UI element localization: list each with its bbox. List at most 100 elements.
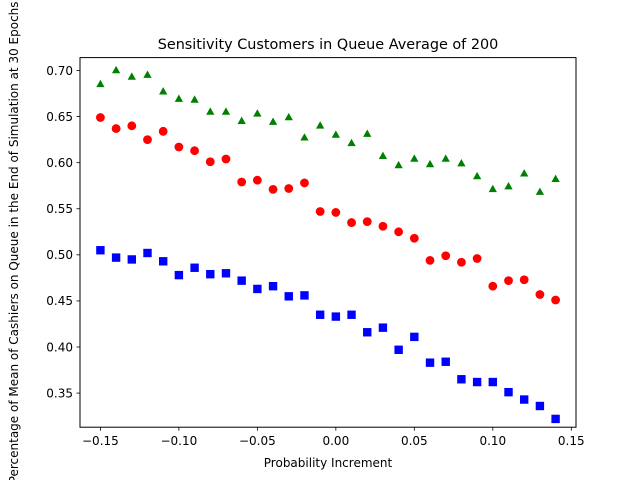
y-tick-label: 0.65 (46, 110, 73, 124)
y-axis-label: Percentage of Mean of Cashiers on Queue … (7, 1, 21, 480)
data-point-circle (237, 177, 247, 187)
data-point-circle (488, 281, 498, 291)
data-point-triangle (488, 184, 497, 193)
data-point-triangle (284, 112, 293, 121)
data-point-triangle (96, 79, 105, 88)
x-tick-label: −0.10 (160, 434, 197, 448)
x-axis-label: Probability Increment (264, 456, 393, 470)
data-point-circle (158, 126, 168, 136)
data-point-square (520, 395, 529, 404)
data-point-square (535, 401, 545, 411)
data-point-square (206, 269, 215, 279)
data-point-triangle (268, 117, 278, 125)
data-point-square (425, 358, 435, 367)
data-point-square (96, 246, 105, 255)
data-point-square (441, 357, 450, 366)
data-point-square (394, 345, 403, 354)
data-point-circle (551, 295, 560, 305)
data-point-square (253, 284, 262, 294)
data-point-circle (362, 217, 372, 227)
data-point-circle (284, 184, 294, 193)
data-point-square (504, 387, 513, 397)
data-point-circle (535, 290, 545, 299)
data-point-circle (441, 251, 451, 261)
data-point-triangle (221, 107, 231, 115)
data-point-circle (174, 142, 184, 152)
data-point-triangle (504, 182, 513, 190)
data-point-circle (205, 157, 215, 167)
data-point-triangle (535, 187, 545, 195)
data-point-triangle (347, 138, 356, 147)
data-point-circle (378, 221, 388, 231)
x-tick-label: 0.15 (558, 434, 585, 448)
data-point-triangle (316, 121, 325, 129)
data-point-square (347, 310, 356, 319)
data-point-circle (300, 178, 309, 188)
data-point-square (174, 270, 184, 280)
y-tick-label: 0.45 (46, 294, 73, 308)
data-point-triangle (111, 65, 121, 74)
data-point-triangle (457, 158, 466, 167)
x-tick-label: 0.10 (479, 434, 506, 448)
data-point-square (268, 281, 278, 291)
data-point-triangle (237, 116, 246, 124)
plot-border (79, 57, 577, 428)
data-point-square (315, 310, 325, 319)
y-tick-label: 0.50 (46, 248, 73, 262)
data-point-triangle (551, 174, 560, 183)
data-point-triangle (159, 87, 168, 95)
data-point-square (111, 253, 121, 262)
data-point-square (457, 375, 466, 384)
x-tick-label: −0.05 (239, 434, 276, 448)
data-point-circle (127, 121, 137, 131)
data-point-circle (347, 218, 356, 227)
data-point-square (472, 377, 482, 387)
data-point-circle (457, 257, 466, 267)
data-point-square (284, 292, 293, 301)
data-point-square (127, 255, 136, 264)
data-point-square (331, 312, 341, 321)
data-point-circle (519, 275, 529, 285)
data-point-circle (96, 113, 105, 122)
data-point-circle (221, 154, 231, 164)
data-point-triangle (143, 70, 152, 78)
data-point-triangle (206, 107, 215, 115)
data-point-triangle (520, 169, 529, 177)
data-point-triangle (127, 72, 136, 80)
plot-area (80, 57, 576, 428)
data-point-square (363, 328, 372, 337)
data-point-circle (190, 146, 199, 156)
data-point-triangle (190, 95, 199, 103)
data-point-square (488, 377, 498, 387)
data-point-circle (331, 208, 341, 217)
data-points (96, 65, 560, 424)
x-axis-ticks: −0.15 −0.10 −0.05 0.00 0.05 0.10 0.15 (82, 427, 585, 448)
data-point-circle (394, 227, 404, 237)
data-point-circle (504, 276, 513, 286)
data-point-triangle (363, 129, 372, 137)
data-point-square (237, 276, 246, 285)
data-point-circle (143, 135, 152, 145)
x-tick-label: 0.05 (401, 434, 428, 448)
data-point-square (143, 248, 152, 258)
data-point-triangle (253, 109, 262, 117)
y-tick-label: 0.70 (46, 64, 73, 78)
data-point-circle (472, 254, 482, 263)
data-point-circle (111, 124, 121, 133)
data-point-circle (409, 233, 419, 243)
chart-title: Sensitivity Customers in Queue Average o… (158, 37, 499, 53)
data-point-circle (268, 185, 278, 194)
data-point-triangle (378, 151, 388, 159)
data-point-triangle (174, 94, 184, 102)
data-point-square (158, 257, 168, 266)
y-tick-label: 0.55 (46, 202, 73, 216)
data-point-square (551, 414, 560, 424)
x-tick-label: −0.15 (82, 434, 119, 448)
data-point-square (300, 291, 309, 300)
y-axis-ticks: 0.35 0.40 0.45 0.50 0.55 0.60 0.65 0.70 (46, 64, 80, 400)
data-point-triangle (300, 133, 309, 141)
data-point-square (190, 263, 199, 272)
data-point-circle (425, 255, 435, 265)
data-point-square (410, 332, 419, 342)
